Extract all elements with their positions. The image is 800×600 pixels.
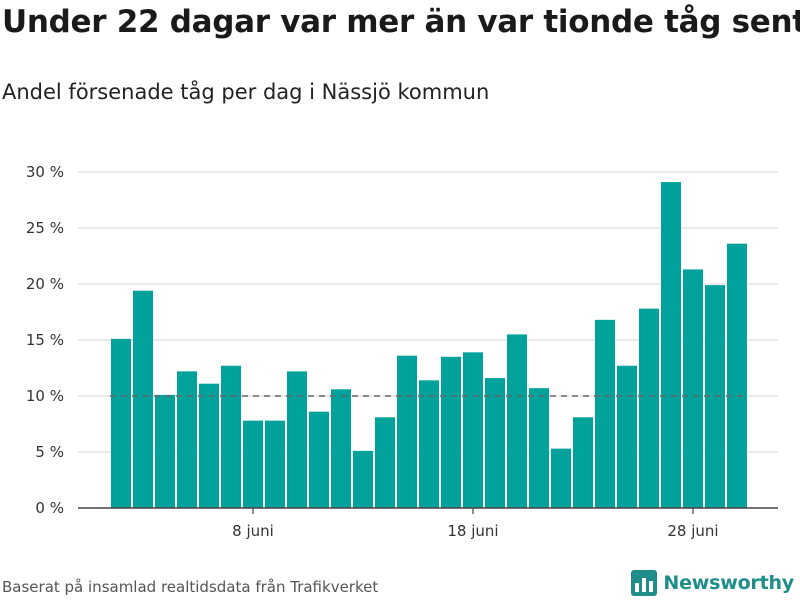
y-tick-label: 15 %	[26, 331, 64, 349]
bar	[441, 356, 461, 508]
bar	[221, 365, 241, 508]
x-tick-label: 28 juni	[667, 522, 718, 540]
x-axis-ticks: 8 juni 18 juni 28 juni	[232, 508, 719, 540]
bar	[727, 243, 747, 508]
bar	[529, 388, 549, 508]
bar	[243, 420, 263, 508]
bar	[353, 450, 373, 508]
bar	[199, 383, 219, 508]
brand-logo[interactable]: Newsworthy	[631, 570, 794, 596]
y-tick-label: 30 %	[26, 163, 64, 181]
y-tick-label: 5 %	[35, 443, 64, 461]
y-tick-label: 25 %	[26, 219, 64, 237]
bar	[683, 269, 703, 508]
newsworthy-logo-icon	[631, 570, 658, 596]
bar	[419, 380, 439, 508]
x-tick-label: 8 juni	[232, 522, 274, 540]
bar	[287, 371, 307, 508]
bar	[661, 182, 681, 508]
bar	[177, 371, 197, 508]
bar	[397, 355, 417, 508]
bar	[155, 394, 175, 508]
bar	[133, 290, 153, 508]
bar	[375, 417, 395, 508]
bar	[485, 378, 505, 508]
y-tick-label: 10 %	[26, 387, 64, 405]
brand-name: Newsworthy	[663, 572, 794, 594]
bar	[331, 389, 351, 508]
bar-chart: 0 % 5 % 10 % 15 % 20 % 25 % 30 % 8 juni 18 juni…	[26, 163, 778, 540]
bar	[639, 308, 659, 508]
bar	[551, 448, 571, 508]
bar	[309, 411, 329, 508]
y-tick-label: 0 %	[35, 499, 64, 517]
y-axis-ticks: 0 % 5 % 10 % 15 % 20 % 25 % 30 %	[26, 163, 64, 517]
source-note: Baserat på insamlad realtidsdata från Tr…	[2, 578, 379, 596]
bar	[111, 338, 131, 508]
bars	[111, 182, 747, 508]
bar	[265, 420, 285, 508]
bar	[595, 319, 615, 508]
bar	[617, 365, 637, 508]
chart-subtitle: Andel försenade tåg per dag i Nässjö kom…	[2, 80, 490, 104]
bar	[507, 334, 527, 508]
bar	[463, 352, 483, 508]
y-tick-label: 20 %	[26, 275, 64, 293]
bar	[573, 417, 593, 508]
x-tick-label: 18 juni	[447, 522, 498, 540]
chart-title: Under 22 dagar var mer än var tionde tåg…	[2, 4, 800, 40]
